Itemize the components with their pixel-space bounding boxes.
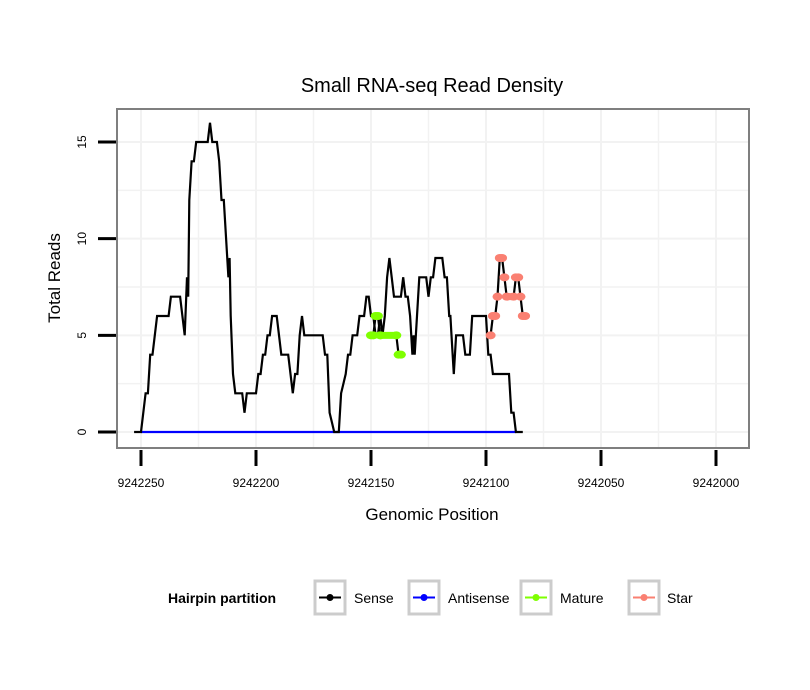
data-point-star bbox=[501, 292, 512, 301]
data-point-star bbox=[485, 331, 496, 340]
legend-key-point bbox=[326, 594, 334, 601]
legend-label: Sense bbox=[354, 590, 394, 606]
chart-title: Small RNA-seq Read Density bbox=[301, 75, 563, 97]
plot-panel bbox=[116, 108, 750, 449]
x-axis: 9242250 9242200 9242150 9242100 9242050 92420… bbox=[118, 450, 740, 490]
legend: Hairpin partition Sense Antisense Mature St… bbox=[168, 579, 693, 616]
series-star bbox=[485, 254, 531, 340]
legend-entry-mature: Mature bbox=[519, 579, 604, 616]
data-point-mature bbox=[395, 350, 406, 359]
x-tick-label: 9242200 bbox=[233, 476, 280, 490]
data-point-star bbox=[508, 292, 519, 301]
legend-label: Antisense bbox=[448, 590, 510, 606]
data-point-star bbox=[492, 292, 503, 301]
y-axis-title: Total Reads bbox=[45, 233, 64, 323]
y-tick-label: 5 bbox=[75, 332, 89, 339]
x-tick-label: 9242250 bbox=[118, 476, 165, 490]
data-point-star bbox=[499, 273, 510, 282]
legend-entry-star: Star bbox=[627, 579, 693, 616]
x-tick-label: 9242000 bbox=[693, 476, 740, 490]
legend-title: Hairpin partition bbox=[168, 590, 276, 606]
legend-label: Star bbox=[667, 590, 693, 606]
data-point-star bbox=[515, 292, 526, 301]
y-tick-label: 0 bbox=[75, 428, 89, 435]
data-point-mature bbox=[375, 331, 386, 340]
legend-entry-sense: Sense bbox=[313, 579, 394, 616]
panel-border bbox=[116, 108, 750, 449]
x-tick-label: 9242100 bbox=[463, 476, 510, 490]
data-point-star bbox=[497, 254, 508, 262]
legend-entry-antisense: Antisense bbox=[407, 579, 510, 616]
x-tick-label: 9242050 bbox=[578, 476, 625, 490]
legend-label: Mature bbox=[560, 590, 604, 606]
data-point-star bbox=[520, 312, 531, 320]
series-line-sense bbox=[134, 122, 523, 434]
data-point-star bbox=[513, 273, 524, 282]
legend-key-point bbox=[640, 594, 648, 601]
series-layer bbox=[134, 122, 531, 434]
data-point-mature bbox=[368, 331, 379, 340]
data-point-mature bbox=[372, 312, 383, 320]
y-tick-label: 15 bbox=[75, 135, 89, 149]
series-mature bbox=[366, 312, 406, 359]
data-point-mature bbox=[391, 331, 402, 340]
data-point-star bbox=[490, 312, 501, 320]
x-tick-label: 9242150 bbox=[348, 476, 395, 490]
x-axis-title: Genomic Position bbox=[365, 505, 498, 524]
series-sense bbox=[134, 122, 523, 434]
y-tick-label: 10 bbox=[75, 232, 89, 246]
panel-background bbox=[117, 109, 749, 448]
legend-key-point bbox=[420, 594, 428, 601]
legend-key-point bbox=[532, 594, 540, 601]
y-axis: 0 5 10 15 bbox=[75, 135, 116, 435]
